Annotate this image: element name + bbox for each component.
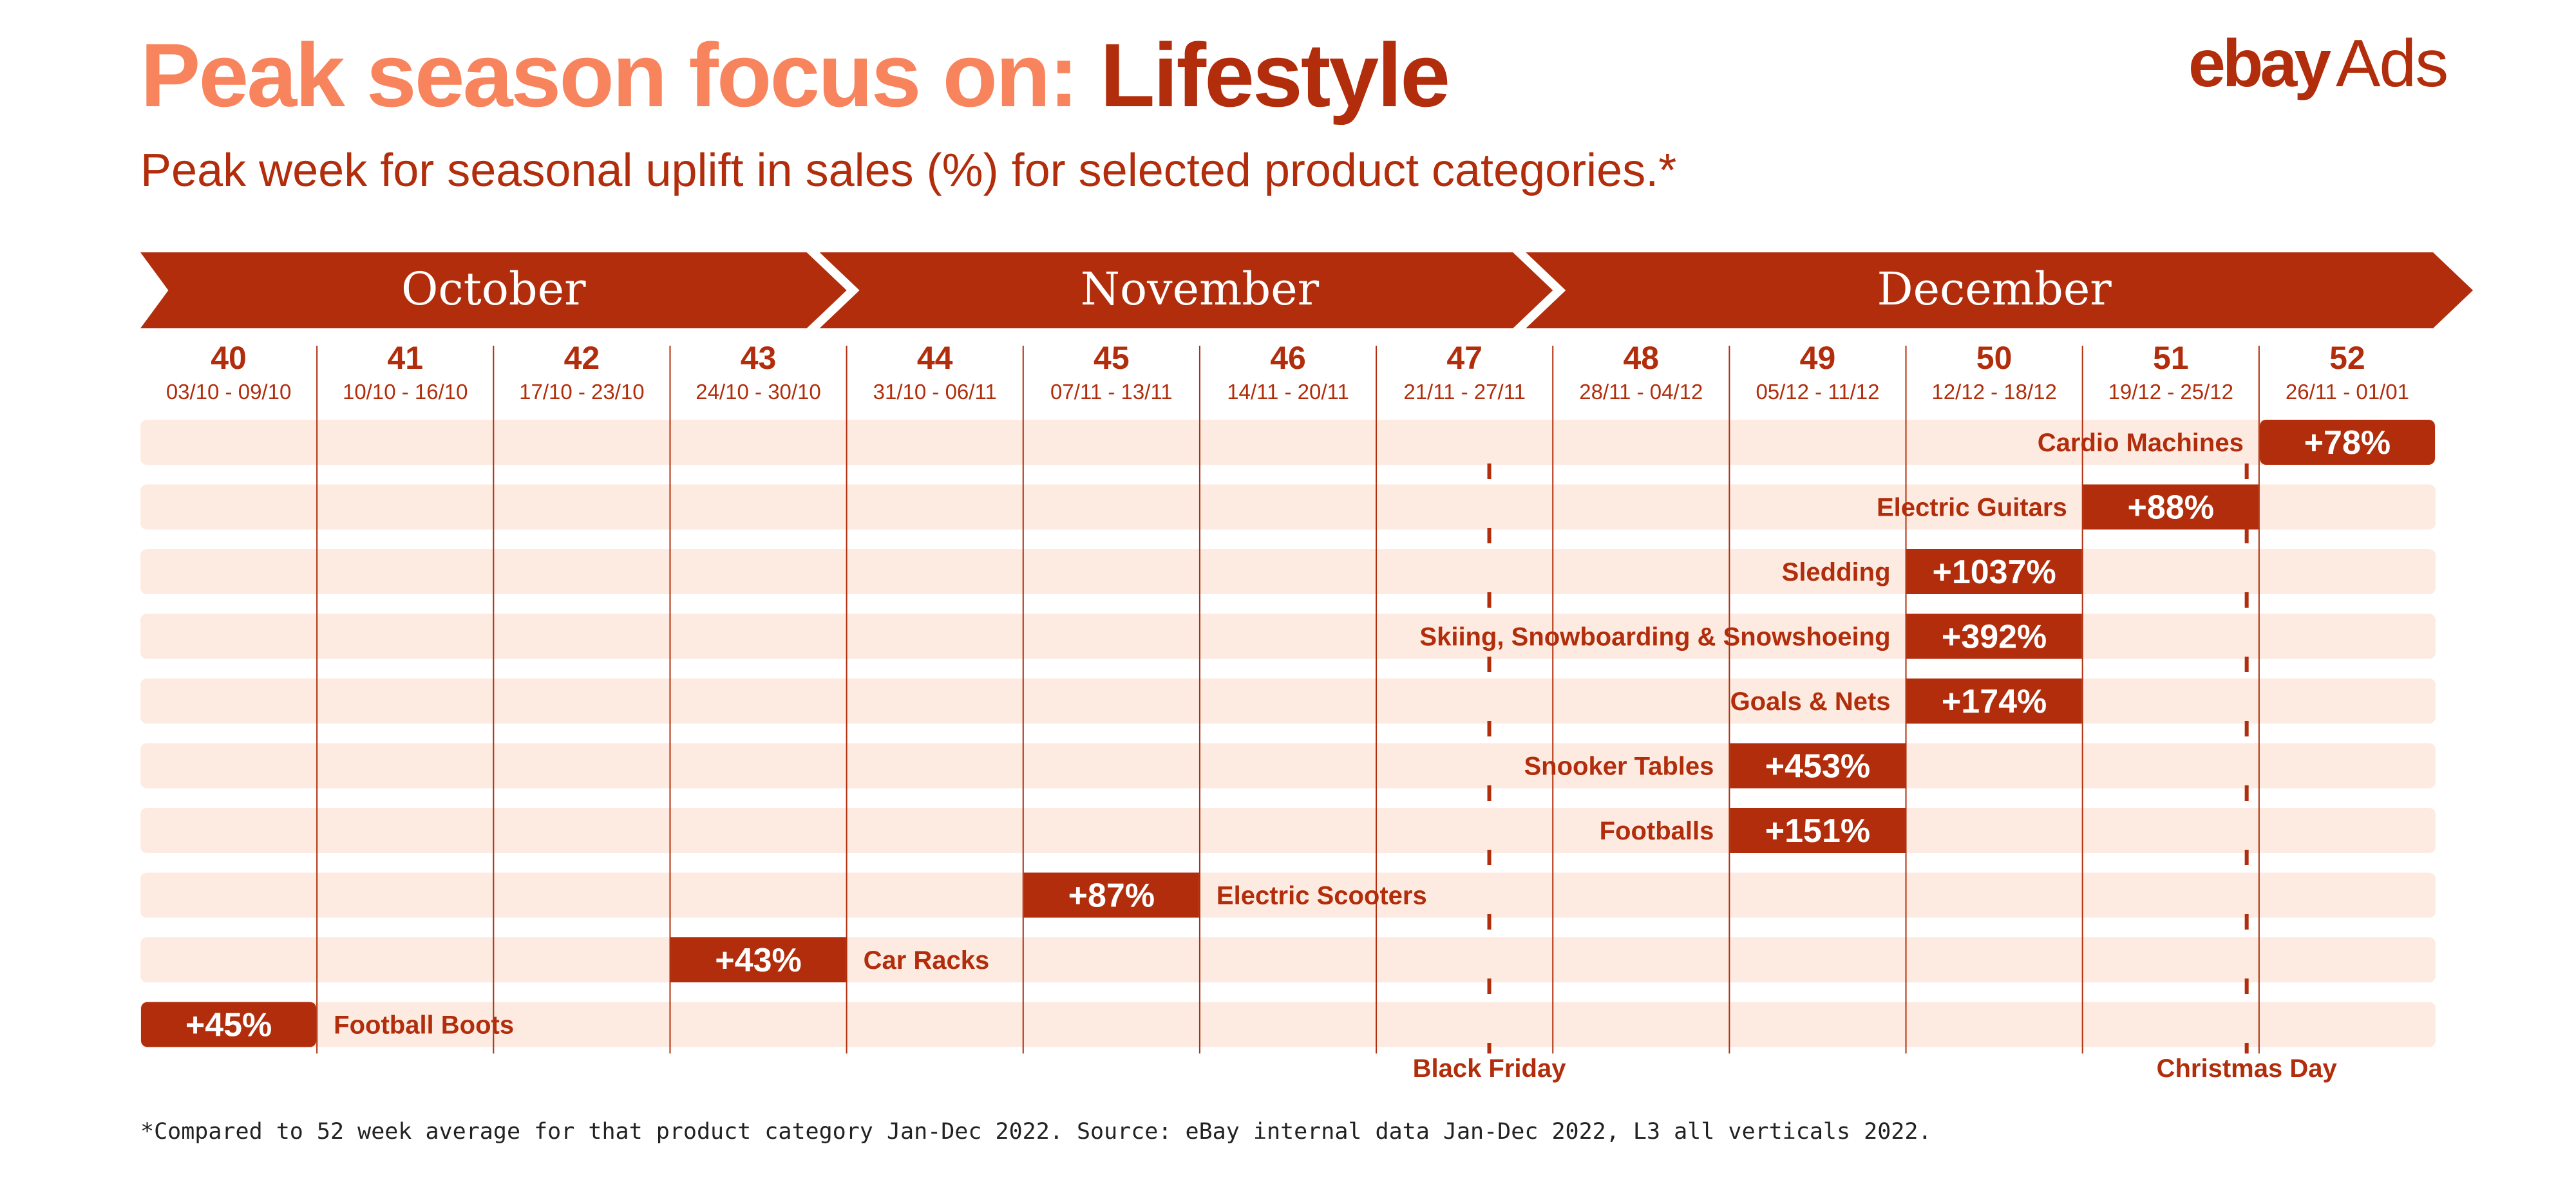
week-number: 44 [917, 340, 953, 376]
uplift-bar [2259, 420, 2435, 465]
week-number: 41 [387, 340, 423, 376]
uplift-bar [1730, 808, 1906, 853]
event-marker-label: Christmas Day [2157, 1054, 2338, 1083]
title-highlight: Lifestyle [1100, 24, 1450, 126]
uplift-bar [1906, 679, 2082, 724]
row-background [140, 743, 2436, 789]
uplift-bar [1730, 743, 1906, 789]
row-background [140, 484, 2436, 530]
week-dates: 07/11 - 13/11 [1050, 380, 1173, 404]
uplift-bar [1906, 549, 2082, 594]
uplift-value: +45% [185, 1007, 272, 1044]
row-background [140, 613, 2436, 659]
week-dates: 31/10 - 06/11 [873, 380, 997, 404]
week-number: 50 [1976, 340, 2012, 376]
week-dates: 21/11 - 27/11 [1403, 380, 1526, 404]
uplift-value: +87% [1068, 877, 1155, 915]
row-background [140, 808, 2436, 853]
uplift-bar [670, 937, 846, 982]
week-dates: 19/12 - 25/12 [2108, 380, 2234, 404]
category-label: Car Racks [864, 946, 990, 975]
category-label: Goals & Nets [1730, 688, 1891, 716]
week-number: 43 [741, 340, 777, 376]
week-number: 49 [1800, 340, 1836, 376]
page-title: Peak season focus on: Lifestyle [140, 24, 1450, 126]
week-number: 48 [1623, 340, 1659, 376]
week-dates: 14/11 - 20/11 [1227, 380, 1349, 404]
week-number: 42 [564, 340, 600, 376]
ebay-ads-logo: ebay Ads [2188, 26, 2448, 101]
week-dates: 17/10 - 23/10 [519, 380, 645, 404]
uplift-value: +78% [2304, 424, 2391, 462]
uplift-value: +453% [1765, 748, 1870, 785]
category-label: Football Boots [334, 1011, 514, 1040]
row-background [140, 549, 2436, 594]
category-label: Snooker Tables [1524, 753, 1714, 781]
week-number: 40 [211, 340, 247, 376]
week-number: 45 [1094, 340, 1130, 376]
week-dates: 26/11 - 01/01 [2286, 380, 2409, 404]
week-number: 47 [1446, 340, 1482, 376]
category-label: Electric Guitars [1877, 494, 2067, 522]
week-dates: 03/10 - 09/10 [166, 380, 292, 404]
uplift-bar [1023, 872, 1199, 918]
uplift-bar [141, 1002, 317, 1047]
page-subtitle: Peak week for seasonal uplift in sales (… [140, 145, 1677, 196]
category-label: Skiing, Snowboarding & Snowshoeing [1419, 623, 1890, 651]
uplift-value: +174% [1942, 683, 2047, 720]
row-background [140, 420, 2436, 465]
week-dates: 28/11 - 04/12 [1579, 380, 1703, 404]
month-band-october [140, 252, 847, 328]
month-band-november [819, 252, 1553, 328]
row-background [140, 872, 2436, 918]
uplift-value: +1037% [1932, 554, 2056, 591]
uplift-value: +392% [1942, 619, 2047, 656]
week-number: 51 [2153, 340, 2189, 376]
uplift-value: +151% [1765, 812, 1870, 850]
category-label: Sledding [1782, 558, 1891, 586]
logo-ebay-text: ebay [2188, 26, 2331, 101]
logo-ads-text: Ads [2336, 26, 2448, 101]
uplift-value: +43% [715, 942, 801, 979]
week-dates: 24/10 - 30/10 [696, 380, 821, 404]
category-label: Footballs [1600, 817, 1714, 845]
row-background [140, 937, 2436, 982]
footnote: *Compared to 52 week average for that pr… [140, 1119, 1932, 1145]
month-label-november: November [1081, 263, 1320, 315]
week-dates: 10/10 - 16/10 [343, 380, 468, 404]
week-number: 46 [1270, 340, 1306, 376]
uplift-bar [2083, 484, 2259, 530]
week-dates: 12/12 - 18/12 [1931, 380, 2057, 404]
month-label-december: December [1877, 263, 2112, 315]
category-label: Cardio Machines [2038, 429, 2244, 457]
row-background [140, 1002, 2436, 1047]
week-number: 52 [2329, 340, 2365, 376]
month-band-december [1526, 252, 2473, 328]
week-dates: 05/12 - 11/12 [1756, 380, 1879, 404]
category-label: Electric Scooters [1217, 882, 1427, 910]
row-background [140, 679, 2436, 724]
uplift-value: +88% [2128, 489, 2214, 527]
title-prefix: Peak season focus on: [140, 24, 1079, 126]
month-label-october: October [401, 263, 586, 315]
uplift-bar [1906, 613, 2082, 659]
event-marker-label: Black Friday [1413, 1054, 1567, 1083]
